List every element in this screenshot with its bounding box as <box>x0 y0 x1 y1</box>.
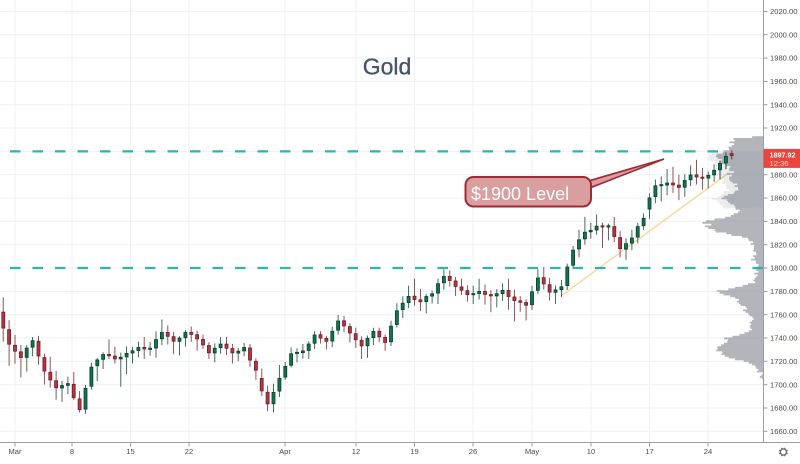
svg-text:2000.00: 2000.00 <box>770 30 797 39</box>
svg-text:Gold: Gold <box>363 54 412 80</box>
svg-text:1880.00: 1880.00 <box>770 170 797 179</box>
svg-text:12: 12 <box>352 447 360 456</box>
svg-text:17: 17 <box>645 447 653 456</box>
svg-text:12:36: 12:36 <box>770 159 789 168</box>
svg-text:10: 10 <box>587 447 595 456</box>
svg-text:1940.00: 1940.00 <box>770 100 797 109</box>
svg-text:Mar: Mar <box>8 447 22 456</box>
svg-text:May: May <box>525 447 540 456</box>
svg-text:1660.00: 1660.00 <box>770 427 797 436</box>
svg-text:19: 19 <box>410 447 418 456</box>
svg-text:1980.00: 1980.00 <box>770 54 797 63</box>
svg-text:1960.00: 1960.00 <box>770 77 797 86</box>
svg-text:2020.00: 2020.00 <box>770 7 797 16</box>
svg-text:15: 15 <box>126 447 134 456</box>
svg-text:8: 8 <box>70 447 74 456</box>
svg-text:22: 22 <box>185 447 193 456</box>
svg-text:1700.00: 1700.00 <box>770 380 797 389</box>
svg-text:1840.00: 1840.00 <box>770 217 797 226</box>
svg-text:1920.00: 1920.00 <box>770 124 797 133</box>
svg-text:1800.00: 1800.00 <box>770 264 797 273</box>
svg-text:1760.00: 1760.00 <box>770 310 797 319</box>
svg-text:26: 26 <box>469 447 477 456</box>
svg-text:1720.00: 1720.00 <box>770 357 797 366</box>
svg-text:Apr: Apr <box>279 447 291 456</box>
svg-text:1680.00: 1680.00 <box>770 404 797 413</box>
svg-text:24: 24 <box>704 447 712 456</box>
svg-text:1740.00: 1740.00 <box>770 334 797 343</box>
svg-text:1820.00: 1820.00 <box>770 240 797 249</box>
svg-text:$1900 Level: $1900 Level <box>471 184 569 204</box>
svg-text:1780.00: 1780.00 <box>770 287 797 296</box>
svg-text:1860.00: 1860.00 <box>770 194 797 203</box>
